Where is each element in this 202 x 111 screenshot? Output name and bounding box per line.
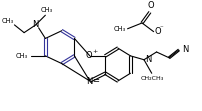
Text: CH₃: CH₃ bbox=[1, 18, 14, 24]
Text: +: + bbox=[92, 50, 97, 55]
Text: N: N bbox=[145, 55, 151, 64]
Text: O: O bbox=[147, 1, 154, 10]
Text: N: N bbox=[33, 20, 39, 29]
Text: CH₃: CH₃ bbox=[16, 53, 28, 59]
Text: N: N bbox=[182, 45, 188, 54]
Text: O: O bbox=[155, 27, 161, 36]
Text: CH₃: CH₃ bbox=[40, 7, 52, 13]
Text: CH₃: CH₃ bbox=[114, 26, 126, 32]
Text: CH₂CH₃: CH₂CH₃ bbox=[141, 76, 164, 81]
Text: N: N bbox=[86, 76, 92, 85]
Text: O: O bbox=[86, 51, 92, 60]
Text: =: = bbox=[92, 76, 99, 85]
Text: ⁻: ⁻ bbox=[159, 26, 163, 32]
